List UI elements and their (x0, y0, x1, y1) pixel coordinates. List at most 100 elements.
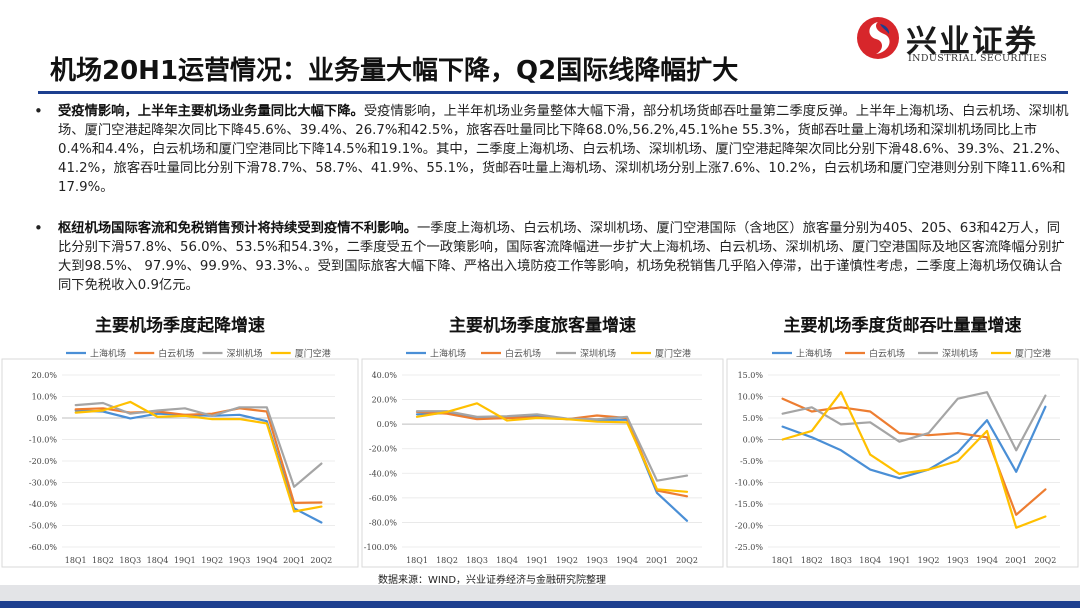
chart-title: 主要机场季度旅客量增速 (449, 316, 636, 336)
series-line (74, 409, 323, 524)
chart-title: 主要机场季度起降增速 (95, 316, 265, 336)
x-tick-label: 18Q3 (119, 556, 141, 565)
legend-label: 厦门空港 (655, 348, 691, 360)
x-tick-label: 19Q4 (616, 556, 638, 565)
x-tick-label: 19Q1 (888, 556, 910, 565)
chart-title: 主要机场季度货邮吞吐量量增速 (783, 316, 1022, 336)
y-tick-label: -80.0% (369, 518, 398, 527)
y-tick-label: 20.0% (372, 396, 398, 405)
legend-label: 白云机场 (869, 348, 905, 360)
paragraph-1-body: 受疫情影响，上半年机场业务量整体大幅下滑，部分机场货邮吞吐量第二季度反弹。上半年… (58, 104, 1069, 195)
y-tick-label: 40.0% (372, 371, 398, 380)
page-title: 机场20H1运营情况：业务量大幅下降，Q2国际线降幅扩大 (50, 56, 739, 86)
x-tick-label: 19Q2 (918, 556, 940, 565)
x-tick-label: 19Q1 (526, 556, 548, 565)
y-tick-label: -100.0% (364, 543, 398, 552)
x-tick-label: 18Q4 (496, 556, 518, 565)
x-tick-label: 19Q4 (976, 556, 998, 565)
y-tick-label: -10.0% (29, 436, 58, 445)
y-tick-label: -10.0% (735, 479, 764, 488)
y-tick-label: -30.0% (29, 479, 58, 488)
x-tick-label: 20Q2 (1034, 556, 1056, 565)
x-tick-label: 18Q3 (466, 556, 488, 565)
legend-label: 深圳机场 (227, 348, 263, 360)
y-tick-label: 0.0% (37, 414, 58, 423)
x-tick-label: 19Q1 (174, 556, 196, 565)
y-tick-label: -50.0% (29, 522, 58, 531)
chart-frame (726, 358, 1079, 568)
y-tick-label: 15.0% (738, 371, 764, 380)
x-tick-label: 20Q2 (676, 556, 698, 565)
y-tick-label: -20.0% (369, 445, 398, 454)
bullet-paragraph-2: • 枢纽机场国际客流和免税销售预计将持续受到疫情不利影响。一季度上海机场、白云机… (34, 219, 1070, 295)
series-line (781, 391, 1047, 529)
y-tick-label: -20.0% (29, 457, 58, 466)
y-tick-label: 10.0% (32, 393, 58, 402)
y-tick-label: -5.0% (740, 457, 763, 466)
x-tick-label: 20Q1 (646, 556, 668, 565)
x-tick-label: 19Q2 (556, 556, 578, 565)
series-line (74, 401, 323, 488)
company-logo: 兴业证券 INDUSTRIAL SECURITIES (856, 14, 1068, 66)
legend-label: 厦门空港 (295, 348, 331, 360)
legend-label: 上海机场 (796, 348, 832, 360)
footer-strip (0, 601, 1080, 608)
series-line (74, 407, 323, 504)
x-tick-label: 18Q4 (147, 556, 169, 565)
y-tick-label: -40.0% (29, 500, 58, 509)
logo-text-cn: 兴业证券 (906, 24, 1038, 60)
y-tick-label: 20.0% (32, 371, 58, 380)
y-tick-label: -60.0% (369, 494, 398, 503)
x-tick-label: 18Q2 (801, 556, 823, 565)
legend-label: 深圳机场 (580, 348, 616, 360)
logo-text-en: INDUSTRIAL SECURITIES (908, 53, 1048, 64)
y-tick-label: -60.0% (29, 543, 58, 552)
x-tick-label: 18Q2 (92, 556, 114, 565)
x-tick-label: 19Q4 (256, 556, 278, 565)
legend-label: 上海机场 (90, 348, 126, 360)
series-line (781, 405, 1047, 480)
chart-takeoff-landing-growth: 主要机场季度起降增速 上海机场 白云机场 深圳机场 厦门空港 20.0% 10.0% 0.0… (0, 307, 360, 572)
paragraph-2-body: 一季度上海机场、白云机场、深圳机场、厦门空港国际（含地区）旅客量分别为405、2… (58, 221, 1065, 293)
legend-label: 厦门空港 (1015, 348, 1051, 360)
paragraph-1-lead: 受疫情影响，上半年主要机场业务量同比大幅下降。 (58, 104, 364, 119)
x-tick-label: 20Q2 (310, 556, 332, 565)
x-tick-label: 19Q3 (586, 556, 608, 565)
series-line (415, 410, 689, 482)
series-line (781, 391, 1047, 452)
paragraph-2-lead: 枢纽机场国际客流和免税销售预计将持续受到疫情不利影响。 (58, 221, 418, 236)
logo-mark-icon (857, 17, 899, 59)
x-tick-label: 19Q2 (201, 556, 223, 565)
bullet-icon: • (34, 102, 43, 120)
legend-label: 白云机场 (505, 348, 541, 360)
x-tick-label: 18Q1 (772, 556, 794, 565)
legend-label: 深圳机场 (942, 348, 978, 360)
bullet-icon: • (34, 219, 43, 237)
legend-label: 上海机场 (430, 348, 466, 360)
x-tick-label: 18Q1 (65, 556, 87, 565)
x-tick-label: 20Q1 (283, 556, 305, 565)
y-tick-label: 10.0% (738, 393, 764, 402)
y-tick-label: -20.0% (735, 522, 764, 531)
chart-canvas: 上海机场 白云机场 深圳机场 厦门空港 15.0% 10.0% 5.0% 0.0% -5.0% -… (726, 348, 1079, 568)
title-divider (38, 91, 1068, 94)
data-source-note: 数据来源：WIND，兴业证券经济与金融研究院整理 (378, 575, 607, 586)
y-tick-label: 0.0% (377, 420, 398, 429)
y-tick-label: 5.0% (743, 414, 764, 423)
x-tick-label: 18Q1 (406, 556, 428, 565)
x-tick-label: 20Q1 (1005, 556, 1027, 565)
series-line (415, 402, 689, 493)
x-tick-label: 18Q3 (830, 556, 852, 565)
series-line (74, 400, 323, 513)
y-tick-label: -25.0% (735, 543, 764, 552)
chart-frame (1, 358, 359, 568)
chart-frame (361, 358, 724, 568)
y-tick-label: 0.0% (743, 436, 764, 445)
x-tick-label: 18Q2 (436, 556, 458, 565)
y-tick-label: -40.0% (369, 469, 398, 478)
bullet-paragraph-1: • 受疫情影响，上半年主要机场业务量同比大幅下降。受疫情影响，上半年机场业务量整… (34, 102, 1070, 197)
legend-label: 白云机场 (158, 348, 194, 360)
chart-passenger-growth: 主要机场季度旅客量增速 上海机场 白云机场 深圳机场 厦门空港 40.0% 20.0% 0.… (360, 307, 725, 572)
y-tick-label: -15.0% (735, 500, 764, 509)
x-tick-label: 19Q3 (947, 556, 969, 565)
